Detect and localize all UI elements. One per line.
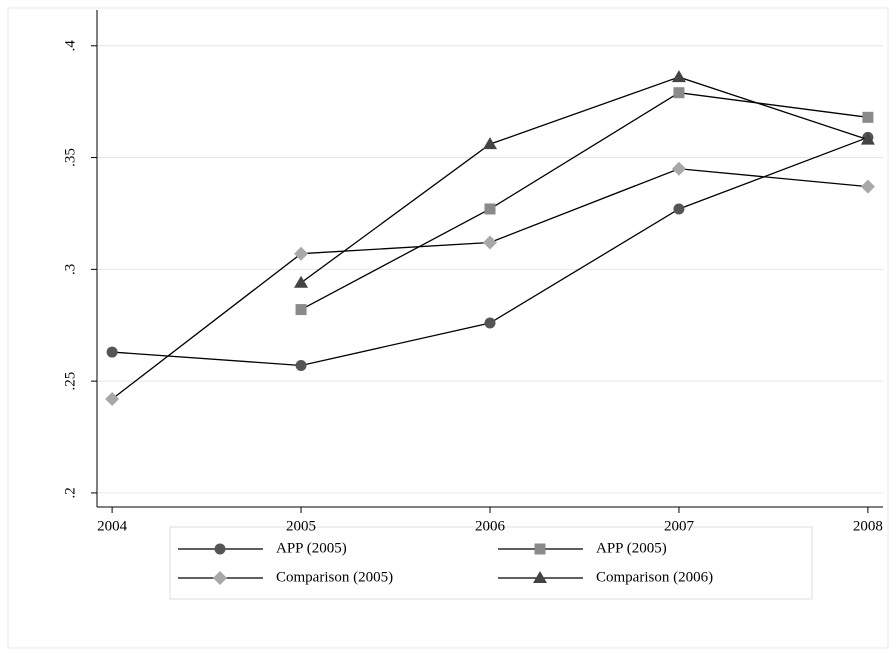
marker bbox=[484, 203, 496, 215]
marker bbox=[671, 70, 686, 83]
marker bbox=[860, 179, 875, 194]
marker bbox=[860, 132, 875, 145]
marker bbox=[671, 161, 686, 176]
marker bbox=[105, 392, 120, 407]
legend-label: Comparison (2006) bbox=[596, 569, 713, 585]
legend-label: Comparison (2005) bbox=[276, 569, 393, 585]
x-tick-label: 2005 bbox=[286, 518, 316, 534]
y-tick-label: .3 bbox=[62, 264, 78, 275]
y-tick-label: .4 bbox=[62, 40, 78, 52]
legend-label: APP (2005) bbox=[596, 540, 667, 556]
marker bbox=[673, 87, 685, 99]
marker bbox=[483, 137, 497, 150]
x-tick-label: 2007 bbox=[664, 518, 695, 534]
marker bbox=[295, 304, 307, 316]
marker bbox=[294, 246, 309, 261]
marker bbox=[294, 275, 309, 288]
y-tick-label: .2 bbox=[62, 487, 78, 498]
marker bbox=[862, 111, 874, 123]
legend-marker bbox=[534, 543, 546, 555]
y-tick-label: .35 bbox=[62, 148, 78, 167]
legend-marker bbox=[214, 543, 226, 555]
series-line bbox=[300, 76, 869, 284]
marker bbox=[484, 317, 496, 329]
x-tick-label: 2004 bbox=[97, 518, 128, 534]
marker bbox=[483, 235, 497, 250]
y-tick-label: .25 bbox=[62, 372, 78, 391]
legend-marker bbox=[213, 571, 227, 585]
marker bbox=[295, 359, 307, 371]
x-tick-label: 2006 bbox=[475, 518, 506, 534]
x-tick-label: 2008 bbox=[853, 518, 883, 534]
legend-marker bbox=[533, 571, 547, 583]
marker bbox=[106, 346, 118, 358]
series-line bbox=[300, 92, 868, 311]
marker bbox=[673, 203, 685, 215]
legend-label: APP (2005) bbox=[276, 540, 347, 556]
legend-box bbox=[169, 526, 813, 600]
